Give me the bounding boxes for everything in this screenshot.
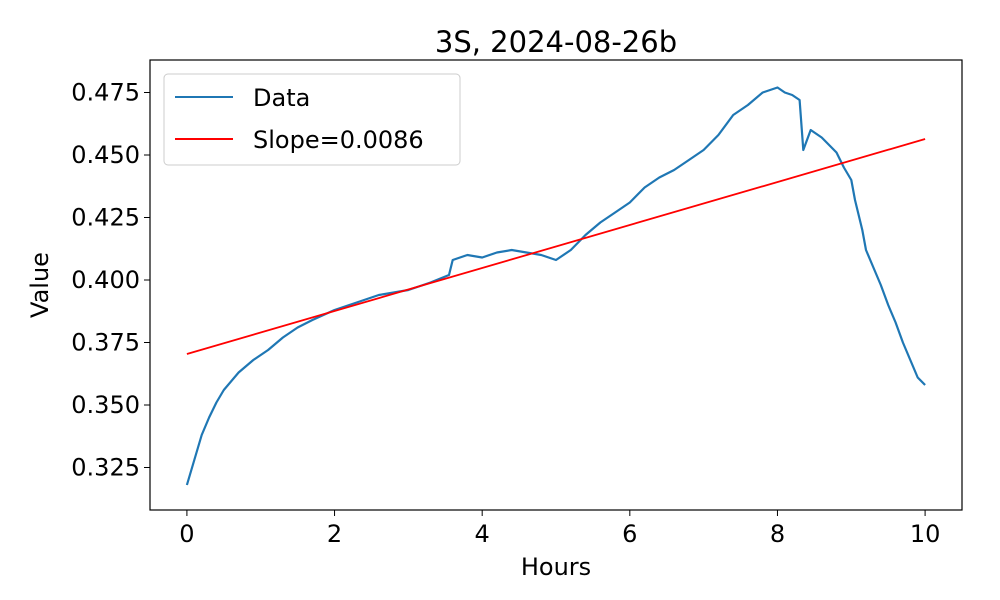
y-tick-label: 0.400: [71, 266, 140, 294]
legend-slope-label: Slope=0.0086: [253, 126, 424, 154]
y-axis-label: Value: [26, 252, 54, 318]
x-tick-label: 0: [179, 520, 194, 548]
chart-title: 3S, 2024-08-26b: [435, 25, 677, 59]
y-tick-label: 0.450: [71, 141, 140, 169]
series-line-data: [185, 86, 926, 486]
legend: Data Slope=0.0086: [163, 73, 461, 166]
y-tick-label: 0.350: [71, 391, 140, 419]
x-tick-label: 6: [622, 520, 637, 548]
series-line-slope-fit: [186, 138, 926, 355]
y-tick-label: 0.425: [71, 204, 140, 232]
x-tick-label: 4: [475, 520, 490, 548]
y-tick-label: 0.325: [71, 454, 140, 482]
x-axis-label: Hours: [521, 553, 591, 581]
x-tick-label: 8: [770, 520, 785, 548]
legend-data-label: Data: [253, 84, 310, 112]
x-tick-label: 10: [910, 520, 941, 548]
y-axis-ticks: 0.325 0.350 0.375 0.400 0.425 0.450 0.475: [71, 79, 150, 482]
series-layer: [185, 86, 926, 486]
x-axis-ticks: 0 2 4 6 8 10: [179, 510, 940, 548]
x-tick-label: 2: [327, 520, 342, 548]
legend-box: [163, 73, 461, 166]
y-tick-label: 0.475: [71, 79, 140, 107]
y-tick-label: 0.375: [71, 329, 140, 357]
plot-area-frame: [149, 59, 963, 511]
